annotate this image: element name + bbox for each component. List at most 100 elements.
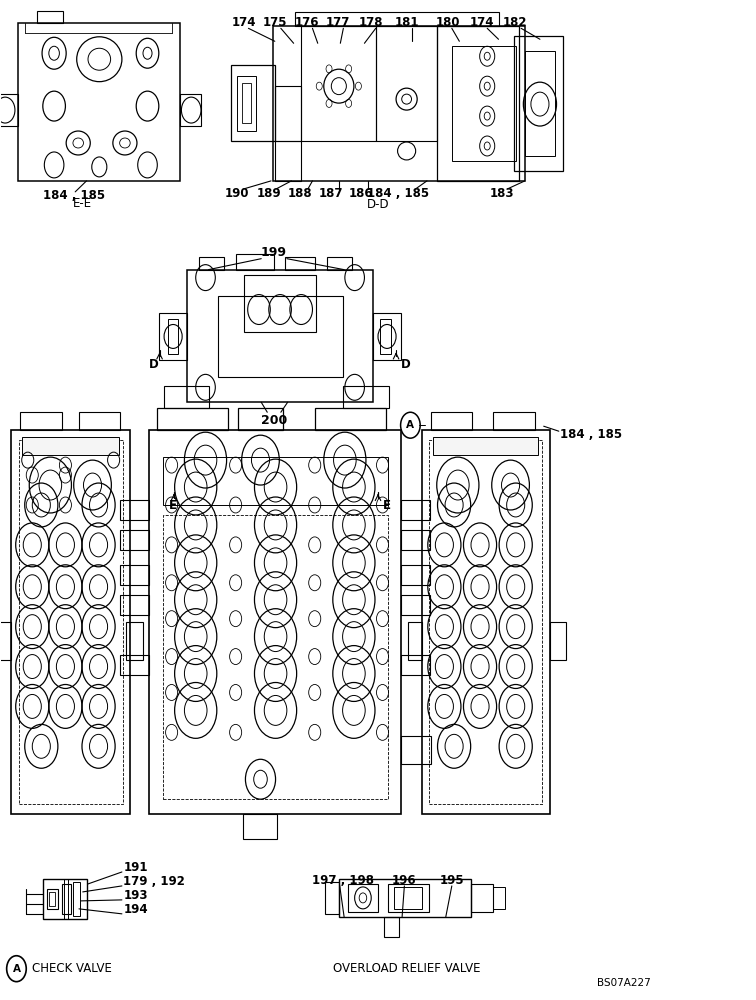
Bar xyxy=(126,622,143,660)
Bar xyxy=(384,917,399,937)
Text: E: E xyxy=(383,499,392,512)
Bar xyxy=(43,879,86,919)
Bar xyxy=(431,412,472,430)
Bar xyxy=(471,884,493,912)
Bar xyxy=(285,257,315,270)
Bar xyxy=(187,270,373,402)
Text: 175: 175 xyxy=(262,16,287,29)
Bar xyxy=(64,879,69,919)
Text: 181: 181 xyxy=(395,16,419,29)
Text: 200: 200 xyxy=(261,414,287,427)
Text: 190: 190 xyxy=(225,187,249,200)
Text: D: D xyxy=(149,358,159,371)
Bar xyxy=(244,275,316,332)
Bar xyxy=(452,46,516,161)
Bar xyxy=(11,430,130,814)
Bar xyxy=(295,12,498,26)
Text: 189: 189 xyxy=(256,187,281,200)
Text: 174: 174 xyxy=(469,16,494,29)
Bar xyxy=(408,622,422,660)
Bar xyxy=(348,884,378,912)
Bar xyxy=(73,882,80,916)
Bar xyxy=(180,94,201,126)
Text: 183: 183 xyxy=(490,187,515,200)
Text: CHECK VALVE: CHECK VALVE xyxy=(32,962,111,975)
Text: 179 , 192: 179 , 192 xyxy=(123,875,185,888)
Bar xyxy=(401,530,430,550)
Bar xyxy=(49,892,55,906)
Bar xyxy=(79,412,120,430)
Bar xyxy=(237,254,274,270)
Text: 197 , 198: 197 , 198 xyxy=(312,874,374,887)
Bar xyxy=(18,23,180,181)
Text: BS07A227: BS07A227 xyxy=(597,978,651,988)
Text: 195: 195 xyxy=(439,874,464,887)
Text: 176: 176 xyxy=(294,16,319,29)
Text: 194: 194 xyxy=(123,903,148,916)
Bar xyxy=(168,319,178,354)
Bar xyxy=(156,408,228,430)
Bar xyxy=(62,884,70,914)
Bar xyxy=(401,565,430,585)
Text: E-E: E-E xyxy=(73,197,91,210)
Bar xyxy=(493,887,504,909)
Bar xyxy=(429,440,542,804)
Bar xyxy=(47,889,58,909)
Bar xyxy=(550,622,566,660)
Bar xyxy=(159,313,187,360)
Bar xyxy=(120,500,149,520)
Bar xyxy=(238,408,283,430)
Text: D: D xyxy=(401,358,411,371)
Text: 186: 186 xyxy=(349,187,373,200)
Bar xyxy=(199,257,224,270)
Bar xyxy=(401,655,430,675)
Text: 178: 178 xyxy=(358,16,383,29)
Bar xyxy=(164,386,209,408)
Text: 174: 174 xyxy=(231,16,256,29)
Text: D-D: D-D xyxy=(367,198,389,211)
Text: 187: 187 xyxy=(318,187,342,200)
Text: OVERLOAD RELIEF VALVE: OVERLOAD RELIEF VALVE xyxy=(333,962,480,975)
Bar xyxy=(19,440,122,804)
Text: 199: 199 xyxy=(261,246,287,259)
Text: 188: 188 xyxy=(288,187,313,200)
Bar xyxy=(0,94,18,126)
Text: A: A xyxy=(12,964,20,974)
Bar xyxy=(394,887,423,909)
Text: 191: 191 xyxy=(123,861,148,874)
Bar xyxy=(433,437,538,455)
Text: 177: 177 xyxy=(326,16,350,29)
Bar xyxy=(422,430,550,814)
Bar xyxy=(120,655,149,675)
Text: 196: 196 xyxy=(392,874,417,887)
Bar xyxy=(273,26,525,181)
Bar xyxy=(23,437,119,455)
Bar xyxy=(0,622,11,660)
Bar xyxy=(327,257,352,270)
Text: 184 , 185: 184 , 185 xyxy=(367,187,429,200)
Bar xyxy=(231,65,275,141)
Bar xyxy=(493,412,534,430)
Bar xyxy=(275,141,301,181)
Bar xyxy=(401,500,430,520)
Bar xyxy=(437,26,519,181)
Bar xyxy=(373,313,401,360)
Bar xyxy=(149,430,401,814)
Text: 184 , 185: 184 , 185 xyxy=(560,428,622,441)
Bar xyxy=(20,412,62,430)
Bar xyxy=(120,565,149,585)
Bar xyxy=(163,457,388,505)
Bar xyxy=(243,83,252,123)
Bar xyxy=(388,884,429,912)
Bar xyxy=(37,11,64,23)
Bar xyxy=(120,595,149,615)
Text: 193: 193 xyxy=(123,889,148,902)
Text: 180: 180 xyxy=(435,16,460,29)
Text: E: E xyxy=(169,499,177,512)
Text: A: A xyxy=(407,420,414,430)
Bar xyxy=(275,86,301,141)
Bar xyxy=(401,736,432,764)
Bar xyxy=(325,882,339,914)
Bar xyxy=(218,296,342,377)
Text: 184 , 185: 184 , 185 xyxy=(43,189,105,202)
